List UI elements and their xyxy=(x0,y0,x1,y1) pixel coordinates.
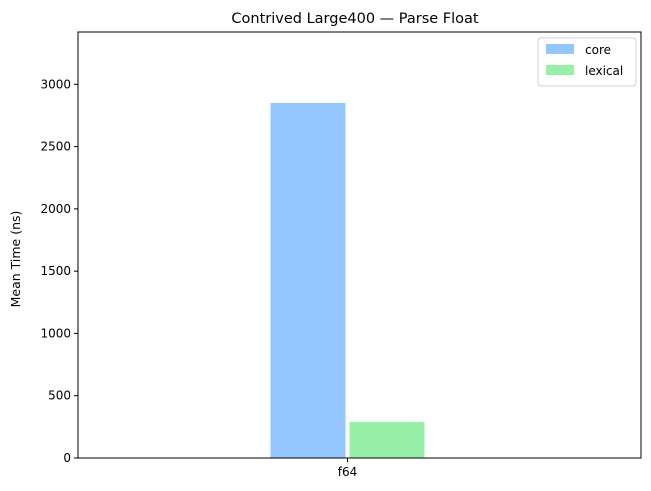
y-tick-label: 1000 xyxy=(40,326,71,340)
legend: core lexical xyxy=(537,37,637,87)
y-tick-label: 2000 xyxy=(40,202,71,216)
bars-group xyxy=(270,103,425,458)
y-tick-label: 1500 xyxy=(40,264,71,278)
plot-frame xyxy=(77,31,642,459)
y-axis: 0 500 1000 1500 2000 2500 3000 xyxy=(40,77,78,465)
legend-label-lexical: lexical xyxy=(585,64,623,78)
x-tick-label: f64 xyxy=(338,465,358,479)
bar-core-f64 xyxy=(270,103,346,458)
y-tick-label: 0 xyxy=(63,451,71,465)
legend-label-core: core xyxy=(585,43,611,57)
x-axis: f64 xyxy=(338,458,358,479)
legend-swatch-lexical xyxy=(546,65,574,75)
chart-title: Contrived Large400 — Parse Float xyxy=(231,11,479,27)
y-axis-title: Mean Time (ns) xyxy=(8,211,23,308)
legend-swatch-core xyxy=(546,44,574,54)
bar-lexical-f64 xyxy=(349,421,425,458)
y-tick-label: 3000 xyxy=(40,77,71,91)
y-tick-label: 500 xyxy=(48,389,71,403)
y-tick-label: 2500 xyxy=(40,140,71,154)
